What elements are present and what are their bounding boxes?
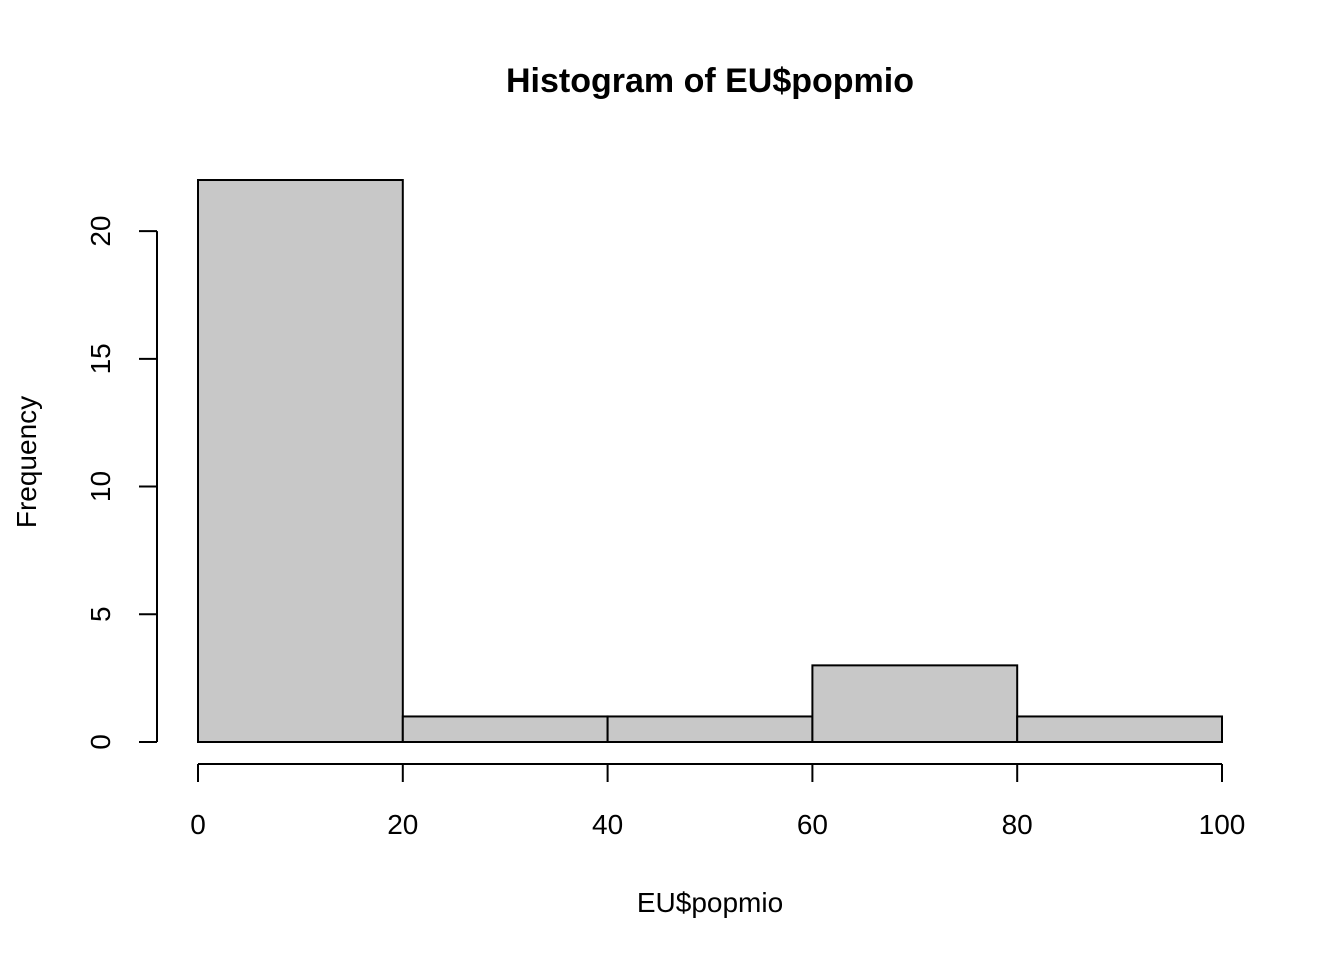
x-tick-label: 20: [387, 809, 418, 840]
y-tick-label: 15: [85, 343, 116, 374]
y-tick-label: 5: [85, 606, 116, 622]
x-tick-label: 100: [1199, 809, 1246, 840]
x-axis: 0 20 40 60 80 100: [190, 763, 1246, 840]
y-tick-label: 10: [85, 471, 116, 502]
histogram-bar: [811, 664, 1019, 743]
histogram-bar: [401, 715, 609, 744]
x-tick-label: 0: [190, 809, 206, 840]
x-axis-label: EU$popmio: [637, 887, 783, 918]
histogram-bar: [606, 715, 814, 744]
histogram-bar: [1016, 715, 1224, 744]
y-tick-label: 0: [85, 734, 116, 750]
histogram-bar: [197, 179, 404, 743]
y-tick-label: 20: [85, 216, 116, 247]
y-axis-label: Frequency: [11, 396, 42, 528]
x-tick-label: 40: [592, 809, 623, 840]
x-tick-label: 60: [797, 809, 828, 840]
chart-title: Histogram of EU$popmio: [506, 62, 914, 100]
y-axis: 0 5 10 15 20: [85, 216, 158, 750]
x-tick-label: 80: [1002, 809, 1033, 840]
bars-group: [197, 179, 1224, 744]
